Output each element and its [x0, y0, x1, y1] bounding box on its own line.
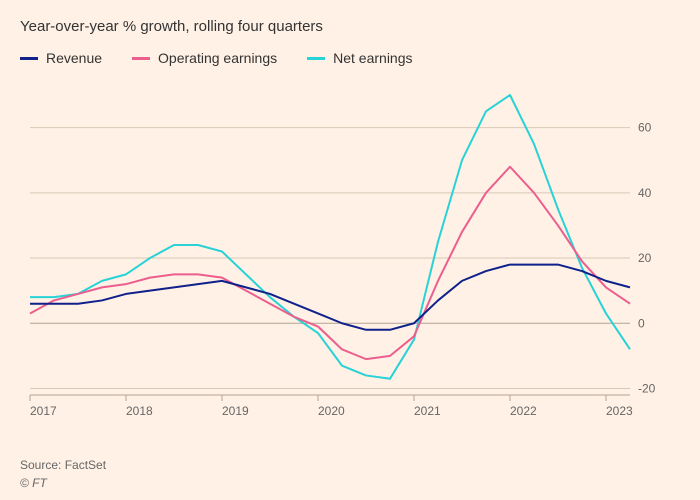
legend-label: Net earnings — [333, 50, 412, 66]
legend-label: Operating earnings — [158, 50, 277, 66]
legend: Revenue Operating earnings Net earnings — [20, 50, 413, 66]
svg-text:20: 20 — [638, 251, 652, 265]
legend-item-net: Net earnings — [307, 50, 412, 66]
svg-text:2017: 2017 — [30, 404, 57, 418]
chart-plot-area: -20 0 20 40 60 2017 2018 2019 2020 2021 2022 2023 — [20, 85, 670, 425]
chart-svg: -20 0 20 40 60 2017 2018 2019 2020 2021 2022 2023 — [20, 85, 670, 425]
svg-text:40: 40 — [638, 186, 652, 200]
svg-text:2023: 2023 — [606, 404, 633, 418]
copyright-text: © FT — [20, 476, 47, 490]
svg-text:60: 60 — [638, 121, 652, 135]
svg-text:-20: -20 — [638, 381, 656, 395]
svg-text:2022: 2022 — [510, 404, 537, 418]
legend-swatch-revenue — [20, 57, 38, 60]
svg-text:2018: 2018 — [126, 404, 153, 418]
legend-label: Revenue — [46, 50, 102, 66]
legend-item-operating: Operating earnings — [132, 50, 277, 66]
source-text: Source: FactSet — [20, 458, 106, 472]
svg-text:2020: 2020 — [318, 404, 345, 418]
svg-text:2019: 2019 — [222, 404, 249, 418]
legend-item-revenue: Revenue — [20, 50, 102, 66]
chart-subtitle: Year-over-year % growth, rolling four qu… — [20, 18, 323, 35]
legend-swatch-net — [307, 57, 325, 60]
svg-text:0: 0 — [638, 316, 645, 330]
chart-container: Year-over-year % growth, rolling four qu… — [0, 0, 700, 500]
svg-text:2021: 2021 — [414, 404, 441, 418]
legend-swatch-operating — [132, 57, 150, 60]
